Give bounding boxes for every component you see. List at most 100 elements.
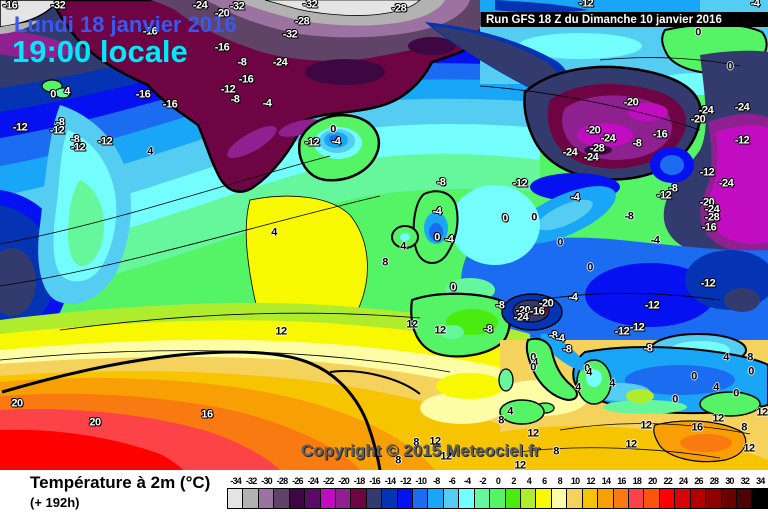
temperature-label: -20 — [515, 304, 531, 317]
legend-cell — [257, 488, 275, 509]
legend-cell — [427, 488, 444, 509]
temperature-label: -16 — [652, 128, 668, 141]
temperature-label: 4 — [713, 381, 719, 394]
isotherm-contours — [0, 57, 751, 459]
temperature-label: 16 — [201, 408, 213, 421]
legend-cell — [643, 488, 660, 509]
legend-tick: -24 — [307, 476, 319, 486]
legend-cell — [627, 488, 645, 509]
legend-cell — [658, 488, 676, 509]
temperature-label: 0 — [530, 351, 536, 364]
temperature-label: 12 — [743, 442, 755, 455]
legend-tick: -18 — [353, 476, 365, 486]
legend-cell — [520, 488, 537, 509]
legend-tick: -20 — [338, 476, 350, 486]
legend-cell — [535, 488, 552, 509]
temperature-label: -16 — [529, 305, 545, 318]
legend-cell — [504, 488, 522, 509]
legend-cell — [273, 488, 290, 509]
legend-tick: -10 — [415, 476, 427, 486]
legend-cell — [381, 488, 398, 509]
legend-cell — [550, 488, 568, 509]
legend-cell — [319, 488, 336, 509]
temperature-label: 4 — [723, 351, 729, 364]
forecast-date: Lundi 18 janvier 2016 — [14, 12, 237, 37]
temperature-label: -12 — [49, 124, 65, 137]
temperature-label: 8 — [553, 445, 559, 458]
temperature-label: 12 — [275, 325, 287, 338]
temperature-label: -20 — [699, 196, 715, 209]
legend-tick: -28 — [276, 476, 288, 486]
temperature-label: 0 — [450, 281, 456, 294]
color-scale-bar — [227, 488, 768, 509]
temperature-label: 12 — [640, 419, 652, 432]
legend-tick: -32 — [245, 476, 257, 486]
temperature-label: -8 — [495, 299, 505, 312]
temperature-label: 12 — [756, 406, 768, 419]
temperature-label: -8 — [436, 176, 446, 189]
temperature-label: 20 — [89, 416, 101, 429]
temperature-map: -16 -32 -24 -32 -20 -32 -28 -28 -32 -16 -16 -8 -24 -1… — [0, 0, 768, 470]
temperature-label: -12 — [629, 321, 645, 334]
temperature-label: -24 — [192, 0, 208, 12]
legend-cell — [581, 488, 599, 509]
legend-tick: 30 — [725, 476, 734, 486]
legend-tick: 20 — [648, 476, 657, 486]
legend-cell — [458, 488, 475, 509]
legend-tick: 26 — [694, 476, 703, 486]
temperature-label: -20 — [690, 113, 706, 126]
temperature-label: 8 — [382, 256, 388, 269]
legend-cell — [442, 488, 460, 509]
temperature-label: -12 — [656, 189, 672, 202]
legend-tick: -8 — [433, 476, 440, 486]
temperature-label: -28 — [391, 2, 407, 15]
temperature-label: 0 — [502, 212, 508, 225]
sahara-hot-core — [0, 429, 183, 470]
legend-cell — [365, 488, 383, 509]
copyright-text: Copyright © 2015 Meteociel.fr — [301, 441, 541, 460]
temperature-label: 0 — [733, 387, 739, 400]
temperature-label: -20 — [538, 297, 554, 310]
temperature-label: -8 — [562, 343, 572, 356]
temperature-label: -24 — [704, 203, 720, 216]
north-sea — [450, 185, 540, 265]
temperature-label: 0 — [691, 370, 697, 383]
model-run-text: Run GFS 18 Z du Dimanche 10 janvier 2016 — [486, 13, 722, 26]
temperature-label: -28 — [294, 15, 310, 28]
temperature-label: 8 — [747, 351, 753, 364]
temperature-label: -12 — [12, 121, 28, 134]
temperature-label: -16 — [214, 41, 230, 54]
model-run-bar: Run GFS 18 Z du Dimanche 10 janvier 2016 — [481, 12, 768, 27]
legend-cell — [597, 488, 614, 509]
temperature-field-svg — [0, 0, 768, 470]
temperature-label: 12 — [527, 427, 539, 440]
temperature-label: -4 — [570, 191, 580, 204]
temperature-label: 4 — [575, 381, 581, 394]
legend-tick: 22 — [663, 476, 672, 486]
temperature-label: 4 — [507, 405, 513, 418]
legend-cell — [242, 488, 259, 509]
legend-tick: 2 — [511, 476, 516, 486]
legend-tick: 4 — [526, 476, 532, 486]
temperature-label: -4 — [568, 291, 578, 304]
legend-cell — [735, 488, 753, 509]
temperature-label: -24 — [698, 104, 714, 117]
temperature-label: 0 — [557, 236, 563, 249]
legend-tick: -16 — [369, 476, 380, 486]
legend-tick: 12 — [586, 476, 595, 486]
temperature-label: -8 — [643, 342, 653, 355]
temperature-label: 8 — [498, 414, 504, 427]
temperature-label: -16 — [162, 98, 178, 111]
temperature-label: -4 — [432, 205, 442, 218]
legend-tick: 24 — [678, 476, 688, 486]
temperature-label: -8 — [668, 182, 678, 195]
temperature-label: -32 — [50, 0, 66, 12]
temperature-label: -8 — [548, 329, 558, 342]
temperature-label: -24 — [513, 311, 529, 324]
temperature-label: 8 — [741, 421, 747, 434]
legend-cell — [396, 488, 414, 509]
temperature-label: 0 — [434, 231, 440, 244]
legend-tick: -26 — [292, 476, 303, 486]
temperature-label: -12 — [97, 135, 113, 148]
temperature-label: -4 — [750, 0, 760, 10]
